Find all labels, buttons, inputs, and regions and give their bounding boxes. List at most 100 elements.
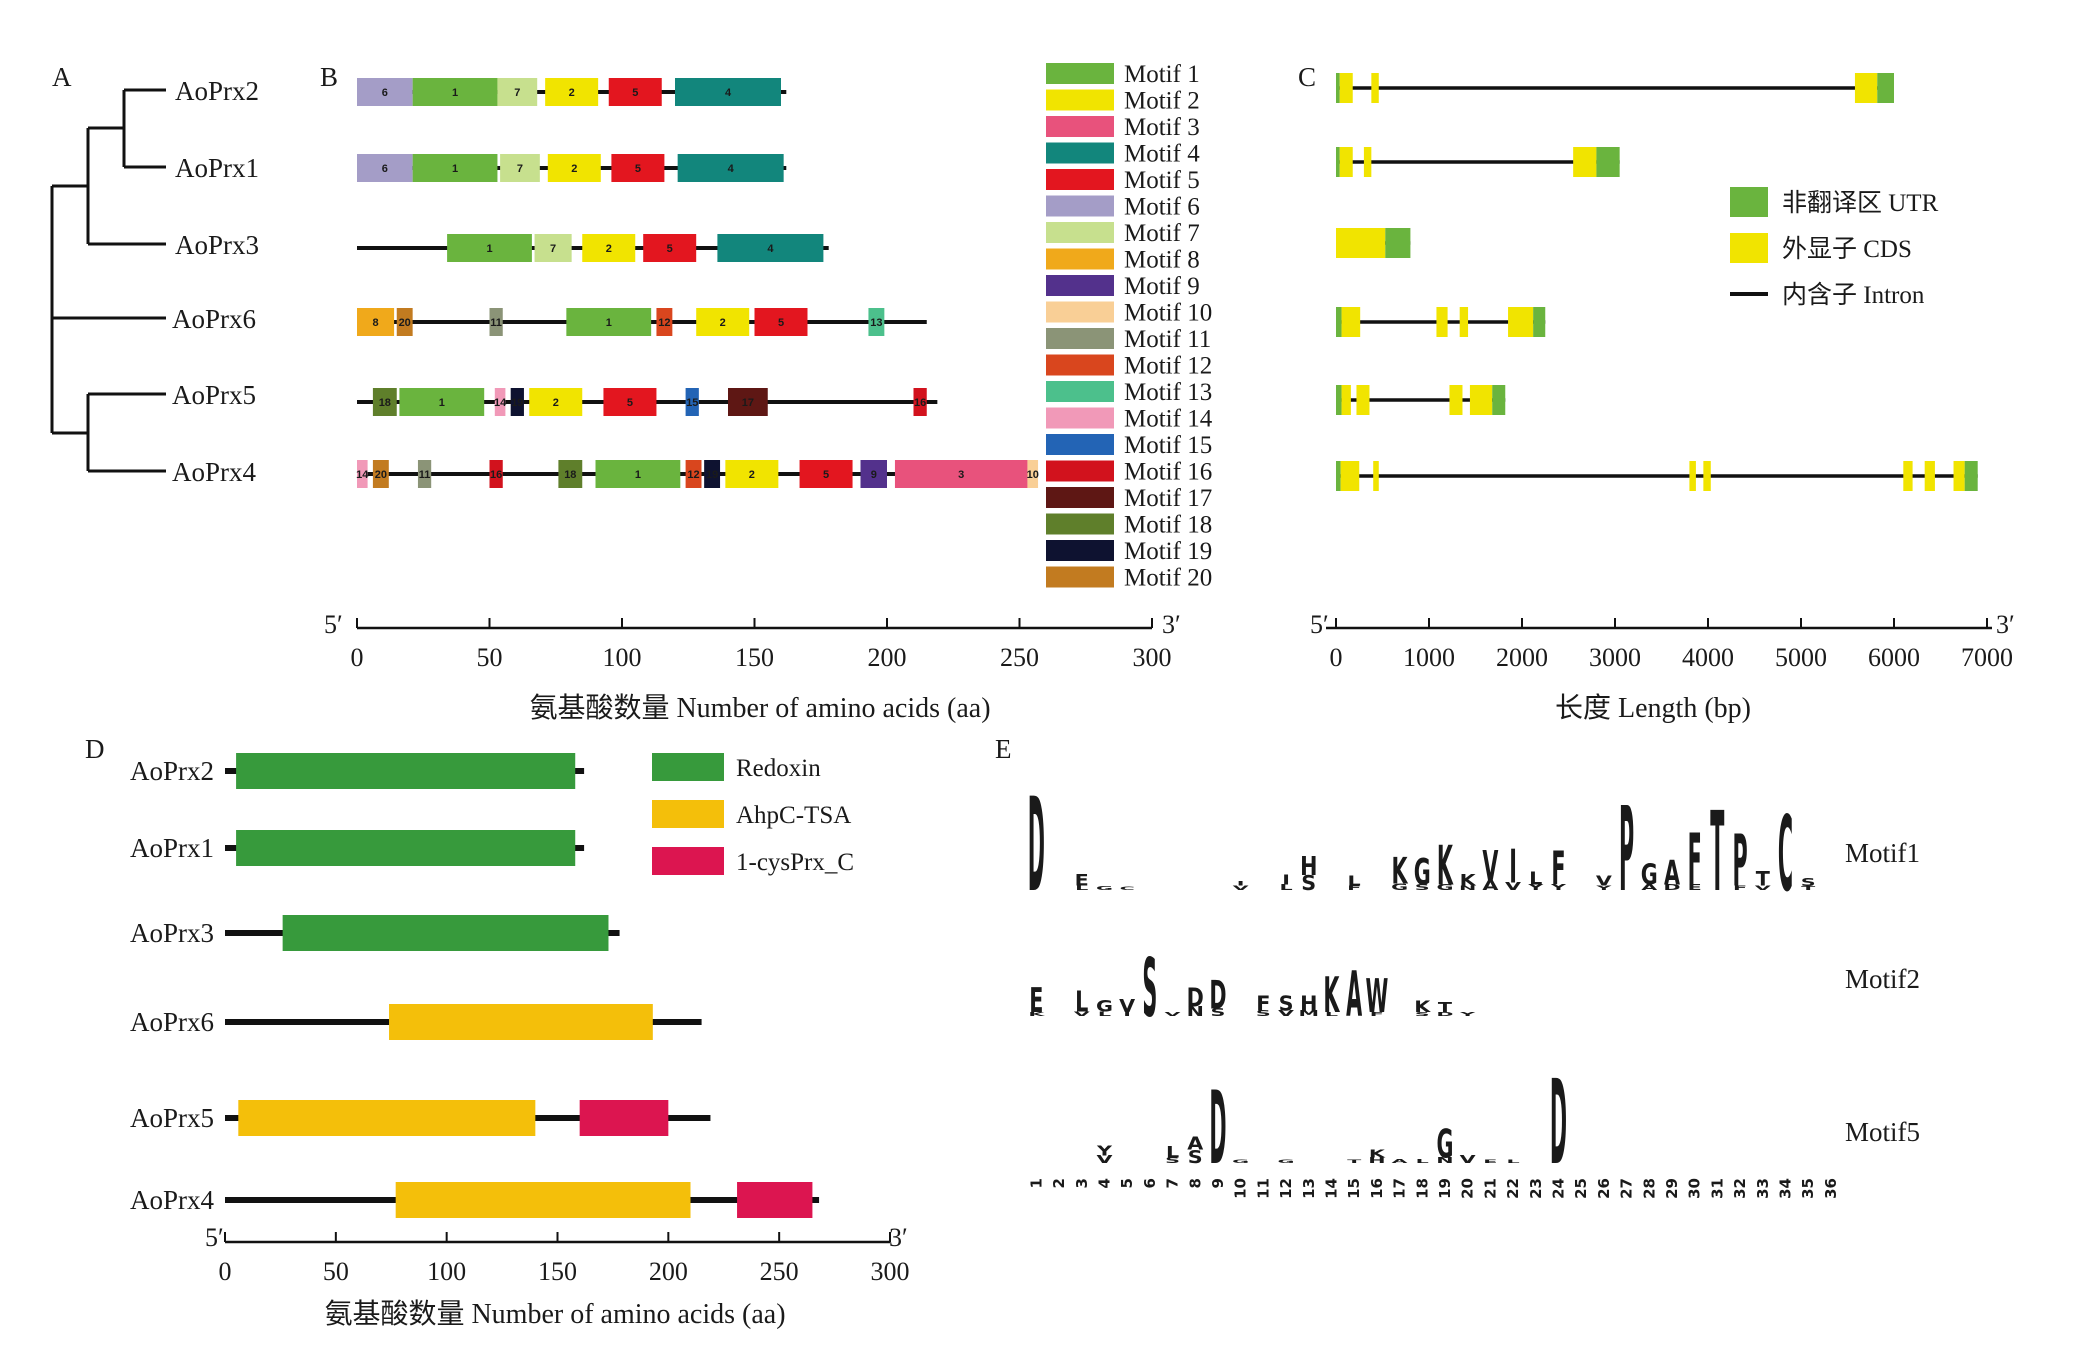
cds-box (1339, 73, 1353, 103)
logo-letter: N (1459, 884, 1476, 892)
logo-letter: G (1096, 885, 1113, 891)
gene-legend-swatch (1730, 233, 1768, 263)
logo-letter: S (1801, 877, 1816, 889)
domain-legend-label: AhpC-TSA (736, 802, 851, 829)
motif-box (399, 388, 485, 416)
motif-box (799, 460, 853, 488)
logo-letter: D (1209, 1070, 1226, 1188)
logo-letter: G (1414, 851, 1431, 893)
motif-legend-label: Motif 13 (1124, 379, 1212, 406)
cds-box (1469, 385, 1493, 415)
utr-box (1492, 385, 1506, 415)
logo-letter: V (1096, 1154, 1112, 1166)
logo-letter: A (1641, 883, 1658, 892)
axis-tick-label: 300 (871, 1257, 910, 1286)
logo-letter: S (1210, 1007, 1225, 1019)
logo-letter: I (1237, 879, 1245, 887)
motif-box (494, 388, 506, 416)
logo-letter: L (1166, 1144, 1180, 1162)
motif-box-number: 14 (356, 469, 369, 481)
motif-box (545, 78, 599, 106)
motif-box (447, 234, 532, 262)
logo-letter: A (1187, 1133, 1203, 1154)
logo-letter: G (1641, 858, 1658, 891)
motif-box (417, 460, 432, 488)
logo-letter: D (1436, 1011, 1453, 1017)
domain-protein-label: AoPrx1 (130, 833, 214, 863)
axis-tick-label: 100 (427, 1257, 466, 1286)
motif-legend-swatch (1046, 116, 1114, 137)
motif-box (1027, 460, 1039, 488)
domain-track: AoPrx2 (130, 753, 585, 789)
motif-legend-label: Motif 11 (1124, 326, 1211, 353)
domain-box (282, 915, 609, 951)
logo-row-label: Motif5 (1845, 1117, 1920, 1147)
logo-letter: S (1142, 942, 1157, 1035)
logo-letter: K (1392, 850, 1409, 892)
logo-letter: K (1437, 834, 1454, 897)
domain-protein-label: AoPrx5 (130, 1103, 214, 1133)
gene-rows (1336, 73, 1978, 491)
logo-position-number: 22 (1504, 1178, 1522, 1199)
logo-position-number: 16 (1368, 1178, 1386, 1199)
utr-box (1877, 73, 1894, 103)
domain-protein-label: AoPrx3 (130, 918, 214, 948)
motif-box-number: 7 (517, 163, 523, 175)
cds-box (1371, 73, 1379, 103)
domain-legend-swatch (652, 753, 724, 781)
motif-box-number: 11 (419, 469, 431, 481)
logo-position-number: 27 (1618, 1178, 1636, 1199)
utr-box (1336, 147, 1340, 177)
cds-box (1339, 147, 1353, 177)
motif-box-number: 5 (635, 163, 641, 175)
motif-box (529, 388, 583, 416)
motif-track: 14 20 11 16 18 1 12 19 2 5 9 3 10 (356, 460, 1039, 488)
logo-letter: D (1663, 883, 1680, 892)
motif-box (510, 388, 524, 416)
domain-box (737, 1182, 813, 1218)
axis-3prime: 3′ (1162, 610, 1181, 639)
axis-tick-label: 200 (868, 643, 907, 672)
logo-letter: V (1460, 1154, 1476, 1166)
logo-letter: F (1733, 884, 1747, 892)
logo-position-number: 5 (1118, 1178, 1136, 1188)
logo-letter: Y (1459, 1011, 1477, 1017)
utr-box (1964, 461, 1978, 491)
logo-letter: L (1075, 985, 1088, 1018)
cds-box (1356, 385, 1370, 415)
gene-track (1336, 385, 1506, 415)
motif-legend-label: Motif 18 (1124, 512, 1212, 539)
motif-axis-title: 氨基酸数量 Number of amino acids (aa) (529, 692, 990, 724)
utr-box (1336, 307, 1342, 337)
logo-letter: S (1301, 871, 1316, 895)
logo-letter: A (1346, 958, 1362, 1030)
motif-track: 1 7 2 5 4 (357, 234, 829, 262)
domain-axis-title: 氨基酸数量 Number of amino acids (aa) (324, 1298, 785, 1330)
motif-box (547, 154, 601, 182)
logo-letter: C (1778, 794, 1793, 915)
gene-track (1336, 307, 1546, 337)
motif-legend-label: Motif 4 (1124, 141, 1200, 168)
motif-box-number: 19 (706, 469, 718, 481)
logo-letter: G (1278, 1159, 1295, 1164)
motif-box (696, 308, 750, 336)
logo-letter: D (1187, 982, 1204, 1013)
utr-box (1533, 307, 1546, 337)
motif-legend-label: Motif 6 (1124, 194, 1200, 221)
motif-box (372, 388, 397, 416)
logo-letter: L (1279, 883, 1292, 892)
logo-letter: H (1300, 850, 1317, 881)
motif-box-number: 2 (606, 243, 612, 255)
motif-box-number: 4 (728, 163, 735, 175)
logo-position-number: 18 (1413, 1178, 1431, 1199)
logo-letter: V (1278, 1009, 1295, 1018)
domain-axis: 5′ 3′ 氨基酸数量 Number of amino acids (aa) 0… (205, 1223, 910, 1330)
logo-letter: L (1416, 1158, 1430, 1164)
logo-letter: E (1483, 1159, 1497, 1164)
logo-letter: K (1323, 967, 1340, 1024)
motif-box (685, 460, 702, 488)
motif-box-number: 9 (871, 469, 877, 481)
logo-position-number: 24 (1549, 1178, 1567, 1199)
logo-letter: T (1347, 1159, 1362, 1164)
